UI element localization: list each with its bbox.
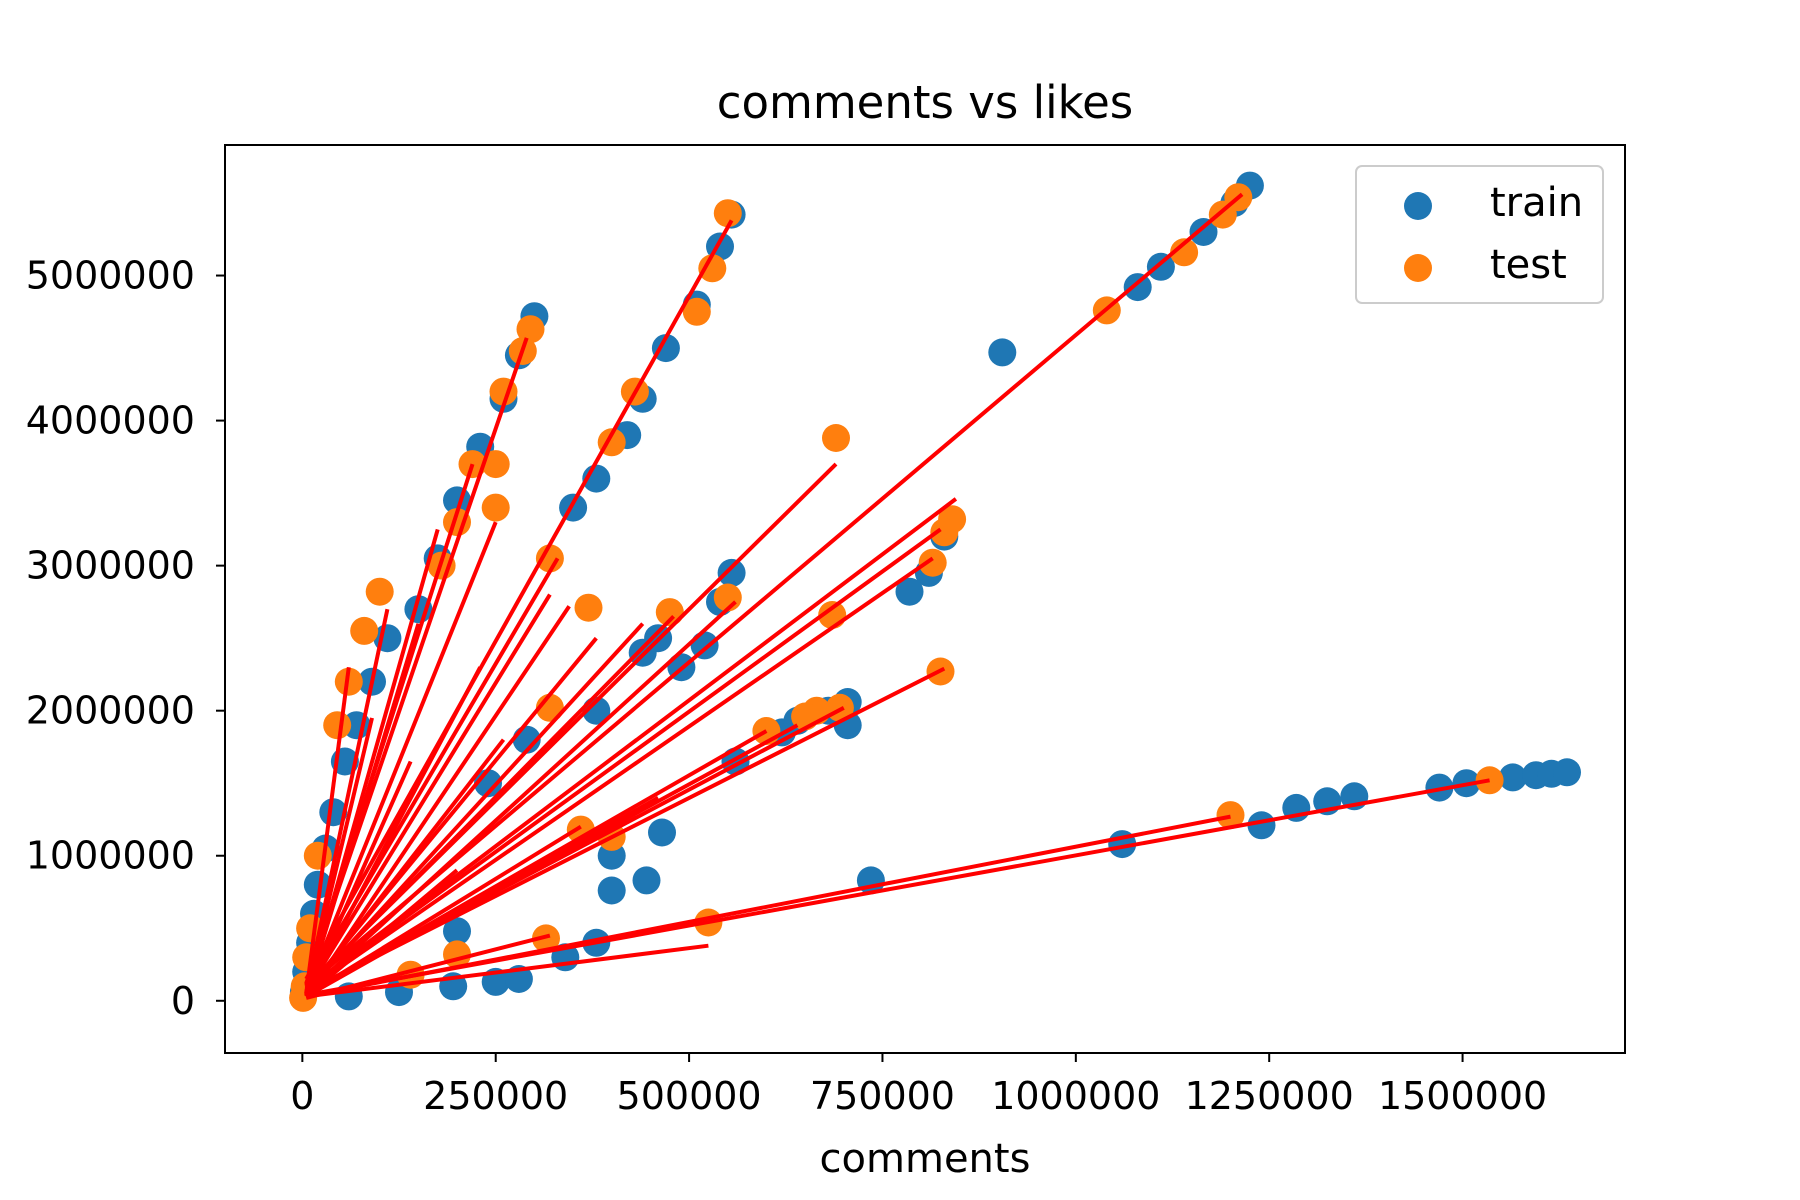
fit-line	[305, 795, 660, 999]
test-point	[535, 544, 564, 573]
fit-line	[304, 593, 552, 994]
train-point	[597, 876, 626, 905]
fit-line	[304, 192, 1244, 988]
test-point	[1208, 200, 1237, 229]
y-tick-label: 2000000	[26, 689, 195, 733]
fit-line	[305, 943, 709, 999]
test-point	[698, 254, 727, 283]
y-tick-label: 5000000	[26, 254, 195, 298]
fit-line	[305, 527, 942, 991]
legend-train-label: train	[1490, 180, 1583, 226]
test-point	[682, 297, 711, 326]
x-tick-label: 1500000	[1378, 1074, 1547, 1118]
train-point	[1553, 758, 1581, 787]
test-point	[1170, 238, 1199, 267]
x-tick-label: 0	[290, 1074, 314, 1118]
test-point	[516, 315, 545, 344]
x-tick-label: 1000000	[991, 1074, 1160, 1118]
legend: train test	[1355, 165, 1604, 304]
test-point	[323, 711, 352, 740]
fit-line	[305, 814, 1231, 999]
fit-line	[304, 666, 482, 996]
y-tick-label: 0	[171, 979, 195, 1023]
test-point	[930, 518, 959, 547]
fit-lines-series	[304, 192, 1490, 1000]
train-point	[895, 577, 924, 606]
fit-line	[304, 717, 374, 996]
fit-line	[305, 556, 934, 993]
x-axis: 0 250000 500000 750000 1000000 1250000 1500000	[290, 1053, 1547, 1118]
train-point	[1123, 273, 1152, 302]
x-axis-title: comments	[820, 1136, 1031, 1182]
train-point	[648, 818, 676, 847]
fit-line	[304, 600, 737, 995]
x-tick-label: 250000	[423, 1074, 568, 1118]
test-point	[481, 450, 510, 479]
train-point	[1498, 763, 1527, 792]
chart-title: comments vs likes	[717, 76, 1134, 129]
x-tick-label: 750000	[810, 1074, 955, 1118]
train-point	[1247, 811, 1276, 840]
fit-line	[305, 933, 551, 1000]
test-point	[822, 424, 850, 452]
fit-line	[304, 521, 498, 993]
test-point	[303, 841, 332, 870]
train-point	[1146, 252, 1175, 281]
train-point	[1189, 218, 1218, 246]
test-point	[481, 493, 510, 522]
y-tick-label: 1000000	[26, 834, 195, 878]
fit-line	[304, 622, 645, 994]
y-tick-label: 4000000	[26, 399, 195, 443]
train-point	[443, 917, 471, 946]
legend-test-marker	[1404, 254, 1432, 282]
test-point	[574, 593, 603, 622]
y-tick-label: 3000000	[26, 544, 195, 588]
test-point	[350, 616, 379, 645]
plot-content	[289, 171, 1581, 1012]
train-point	[319, 798, 348, 827]
train-point	[632, 866, 661, 895]
test-point	[365, 577, 394, 606]
train-point	[988, 338, 1017, 367]
plot-area-frame	[224, 144, 1626, 1054]
legend-train-marker	[1404, 192, 1432, 220]
fit-line	[304, 219, 734, 980]
test-point	[1216, 801, 1245, 830]
fit-line	[304, 623, 421, 996]
test-point	[713, 199, 742, 228]
train-point	[303, 870, 332, 899]
train-point	[717, 558, 746, 587]
fit-line	[304, 760, 413, 998]
y-axis: 0 1000000 2000000 3000000 4000000 5000000	[26, 254, 225, 1023]
x-tick-label: 1250000	[1185, 1074, 1354, 1118]
fit-line	[304, 868, 459, 998]
fit-line	[304, 738, 506, 995]
train-point	[651, 334, 680, 363]
test-point	[918, 548, 947, 577]
x-tick-label: 500000	[617, 1074, 762, 1118]
legend-test-label: test	[1490, 242, 1567, 288]
fit-line	[304, 666, 351, 994]
fit-line	[308, 605, 571, 994]
